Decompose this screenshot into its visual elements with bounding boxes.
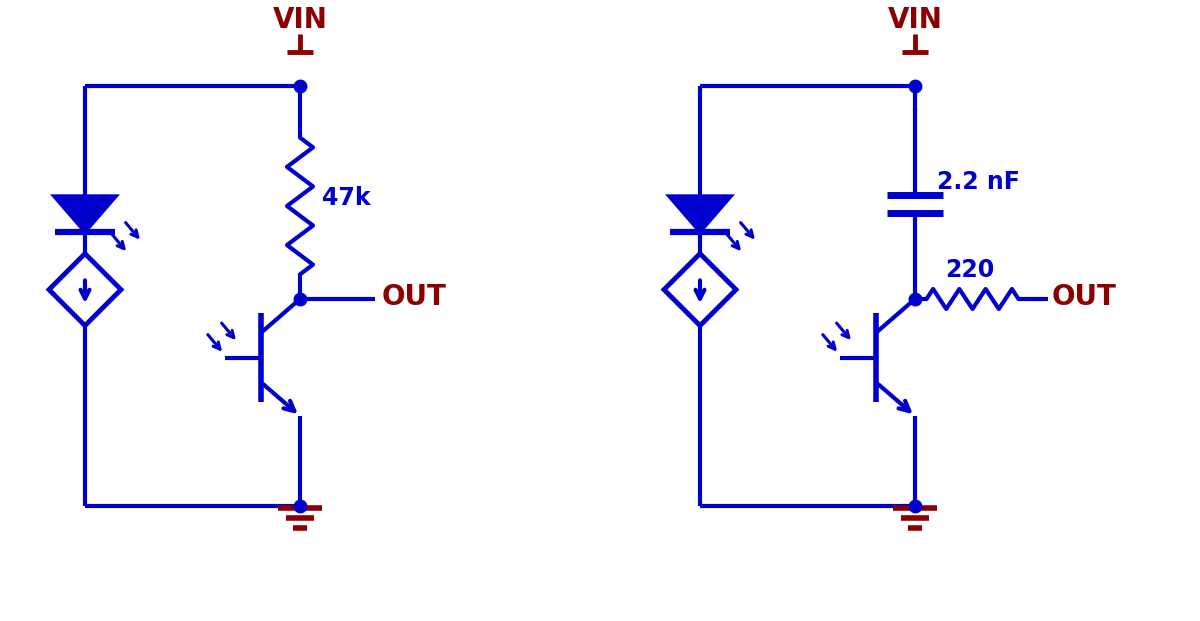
Text: VIN: VIN <box>272 6 328 34</box>
Polygon shape <box>670 196 731 232</box>
Text: OUT: OUT <box>1052 283 1117 311</box>
Text: VIN: VIN <box>888 6 942 34</box>
Polygon shape <box>55 196 115 232</box>
Text: OUT: OUT <box>382 283 446 311</box>
Text: 2.2 nF: 2.2 nF <box>937 170 1020 194</box>
Text: 47k: 47k <box>322 186 371 210</box>
Text: 220: 220 <box>946 258 995 282</box>
